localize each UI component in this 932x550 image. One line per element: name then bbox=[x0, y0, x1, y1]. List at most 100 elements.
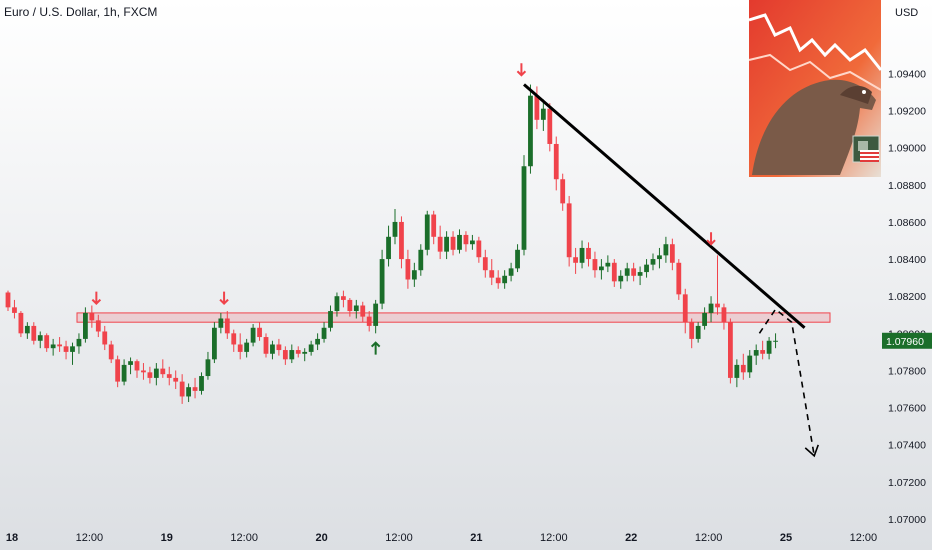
candle bbox=[728, 322, 733, 378]
currency-label[interactable]: USD bbox=[893, 7, 921, 19]
candle bbox=[708, 303, 714, 313]
candle bbox=[186, 387, 191, 397]
candle bbox=[508, 268, 514, 276]
candle bbox=[611, 262, 617, 282]
candle bbox=[450, 236, 456, 250]
x-tick-label: 25 bbox=[780, 532, 792, 544]
candle bbox=[224, 318, 230, 334]
candle bbox=[631, 268, 637, 276]
candle bbox=[212, 327, 217, 360]
candle bbox=[644, 264, 649, 273]
candle bbox=[282, 350, 288, 360]
x-tick-label: 19 bbox=[161, 532, 173, 544]
trendline bbox=[523, 83, 806, 329]
candle bbox=[341, 296, 346, 300]
candle bbox=[24, 325, 30, 334]
candle bbox=[289, 350, 295, 360]
candle bbox=[721, 307, 727, 323]
candle bbox=[540, 108, 546, 120]
candle bbox=[605, 262, 611, 267]
candle bbox=[121, 364, 127, 382]
candle bbox=[379, 259, 385, 304]
y-tick-label: 1.07800 bbox=[888, 365, 926, 377]
candle bbox=[663, 244, 669, 256]
candle bbox=[418, 249, 424, 271]
y-tick-label: 1.07200 bbox=[888, 477, 926, 489]
last-price-tag bbox=[882, 332, 932, 349]
candle bbox=[44, 335, 50, 349]
candle bbox=[386, 236, 391, 260]
candle bbox=[218, 318, 224, 328]
x-tick-label: 12:00 bbox=[540, 532, 568, 544]
x-tick-label: 20 bbox=[315, 532, 327, 544]
candle bbox=[760, 350, 766, 354]
candle bbox=[244, 342, 250, 352]
candle bbox=[160, 368, 166, 375]
candle bbox=[682, 294, 688, 323]
candle bbox=[592, 259, 598, 271]
candle bbox=[521, 166, 527, 250]
candle bbox=[50, 344, 56, 349]
candle bbox=[276, 344, 282, 351]
candle bbox=[373, 303, 379, 326]
candle bbox=[270, 344, 275, 354]
candle bbox=[502, 275, 508, 284]
candle bbox=[31, 325, 37, 341]
candle bbox=[76, 338, 82, 347]
candle bbox=[57, 344, 62, 347]
candle bbox=[669, 244, 675, 263]
candle bbox=[528, 95, 533, 167]
candle bbox=[70, 346, 75, 352]
candle bbox=[689, 322, 695, 339]
candle bbox=[676, 262, 682, 295]
candle bbox=[411, 270, 417, 280]
candle bbox=[392, 221, 398, 237]
candle bbox=[560, 179, 566, 204]
candle bbox=[315, 338, 320, 345]
x-tick-label: 22 bbox=[625, 532, 637, 544]
candle bbox=[495, 277, 501, 284]
candle bbox=[295, 350, 301, 354]
y-tick-label: 1.09000 bbox=[888, 143, 926, 155]
candle bbox=[179, 381, 185, 397]
candle bbox=[534, 95, 540, 120]
candle bbox=[489, 270, 495, 278]
candle bbox=[747, 355, 753, 373]
candle bbox=[599, 266, 604, 271]
candle bbox=[37, 335, 43, 341]
candle bbox=[334, 296, 340, 312]
candle bbox=[257, 327, 262, 338]
candle bbox=[147, 372, 153, 378]
x-tick-label: 12:00 bbox=[695, 532, 723, 544]
candle bbox=[695, 325, 701, 339]
candle bbox=[457, 234, 462, 250]
candle bbox=[463, 234, 469, 245]
candle bbox=[102, 331, 108, 345]
candle bbox=[637, 272, 643, 276]
candle bbox=[437, 236, 443, 252]
x-tick-label: 12:00 bbox=[850, 532, 878, 544]
candle bbox=[328, 311, 333, 328]
candle bbox=[702, 312, 707, 326]
bear-market-thumbnail bbox=[748, 0, 883, 177]
candle bbox=[353, 305, 359, 312]
sell-arrow bbox=[706, 232, 716, 246]
candle bbox=[166, 374, 172, 378]
candle bbox=[366, 316, 372, 326]
candle bbox=[263, 337, 269, 354]
candle bbox=[192, 387, 198, 391]
candle bbox=[95, 320, 101, 332]
candle bbox=[153, 368, 159, 378]
chart-title: Euro / U.S. Dollar, 1h, FXCM bbox=[4, 5, 158, 19]
candle bbox=[89, 312, 95, 321]
projection-path bbox=[758, 308, 816, 457]
candle bbox=[360, 305, 366, 317]
candle bbox=[237, 344, 243, 352]
resistance-zone bbox=[76, 312, 831, 323]
candle bbox=[566, 203, 572, 258]
candle bbox=[108, 344, 114, 360]
y-tick-label: 1.07600 bbox=[888, 403, 926, 415]
candle bbox=[347, 299, 353, 312]
candle bbox=[515, 249, 520, 269]
